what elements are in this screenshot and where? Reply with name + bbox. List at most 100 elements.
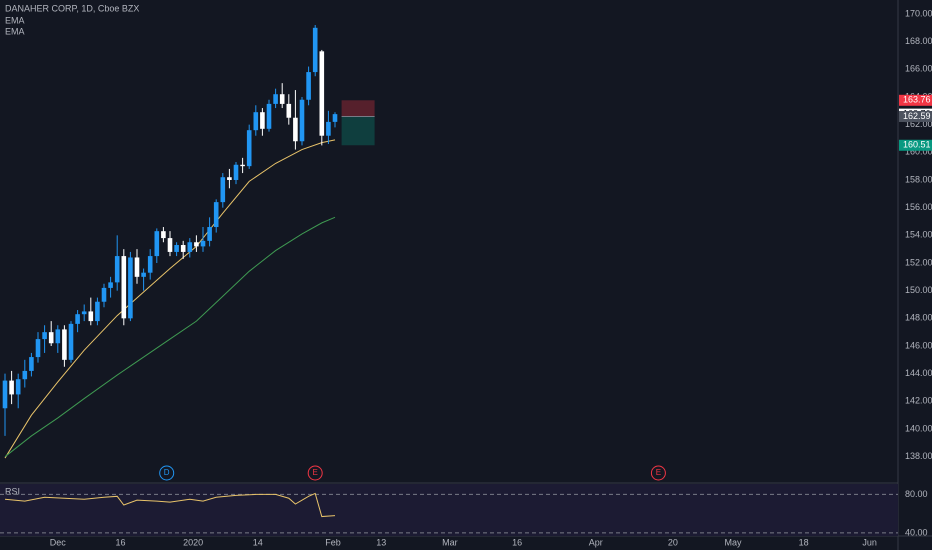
candle-body xyxy=(154,231,160,257)
y-tick-label: 140.00 xyxy=(905,423,932,433)
x-tick-label: 16 xyxy=(512,537,522,547)
price-tag-label: 162.59 xyxy=(903,111,931,121)
candle-body xyxy=(194,242,199,247)
candle-body xyxy=(207,227,212,241)
candle-body xyxy=(161,231,166,239)
x-tick-label: Dec xyxy=(50,537,67,547)
event-marker xyxy=(159,465,175,481)
candle-body xyxy=(68,323,74,360)
candle-body xyxy=(213,202,219,228)
rsi-line xyxy=(4,492,336,518)
candle-body xyxy=(141,272,146,277)
legend-entry: EMA xyxy=(5,26,25,36)
y-tick-label: 144.00 xyxy=(905,368,932,378)
x-tick-label: 14 xyxy=(253,537,263,547)
price-tag-label: 160.51 xyxy=(903,140,931,150)
candle-body xyxy=(75,314,80,324)
candle-body xyxy=(253,112,259,131)
candle-body xyxy=(312,27,318,73)
candle-body xyxy=(332,114,338,122)
event-marker xyxy=(650,465,666,481)
target-zone xyxy=(341,116,375,146)
x-tick-label: Jun xyxy=(862,537,877,547)
legend-entry: EMA xyxy=(5,15,25,25)
candle-body xyxy=(108,282,113,288)
candle-body xyxy=(306,72,311,100)
candle-body xyxy=(55,329,61,344)
candle-body xyxy=(29,357,34,371)
candle-body xyxy=(220,177,226,203)
candle-body xyxy=(35,339,41,358)
candle-body xyxy=(101,287,107,302)
candle-body xyxy=(227,177,232,180)
candle-body xyxy=(233,164,239,180)
candle-body xyxy=(319,51,325,136)
candle-body xyxy=(266,103,272,129)
y-tick-label: 168.00 xyxy=(905,36,932,46)
candle-body xyxy=(174,245,179,252)
y-tick-label: 148.00 xyxy=(905,313,932,323)
candle-body xyxy=(128,257,133,319)
y-tick-label: 166.00 xyxy=(905,64,932,74)
event-marker xyxy=(307,465,323,481)
event-label: E xyxy=(656,468,661,477)
y-tick-label: 146.00 xyxy=(905,340,932,350)
candle-body xyxy=(48,332,54,344)
candle-body xyxy=(187,242,193,252)
candle-body xyxy=(200,240,206,247)
candle-body xyxy=(286,103,292,118)
price-tag xyxy=(899,94,932,106)
candle-body xyxy=(260,112,265,129)
candle-body xyxy=(9,380,14,395)
candle-body xyxy=(15,379,21,395)
x-tick-label: Apr xyxy=(589,537,603,547)
candle-body xyxy=(147,256,153,273)
y-tick-label: 160.00 xyxy=(905,147,932,157)
x-tick-label: 20 xyxy=(668,537,678,547)
y-tick-label: 162.00 xyxy=(905,119,932,129)
ema-line xyxy=(4,216,336,458)
price-tag xyxy=(899,139,932,151)
y-tick-label: 156.00 xyxy=(905,202,932,212)
event-label: E xyxy=(313,468,318,477)
candle-body xyxy=(2,380,8,409)
chart-title: DANAHER CORP, 1D, Cboe BZX xyxy=(5,3,139,13)
candle-body xyxy=(95,301,100,322)
candle-body xyxy=(114,256,120,283)
event-label: D xyxy=(164,468,170,477)
x-tick-label: 2020 xyxy=(183,537,203,547)
candle-body xyxy=(167,238,173,252)
candle-body xyxy=(134,257,140,277)
y-tick-label: 154.00 xyxy=(905,230,932,240)
candle-body xyxy=(246,130,252,167)
candle-body xyxy=(326,121,331,136)
candle-body xyxy=(22,370,28,380)
candle-body xyxy=(42,332,47,340)
stop-zone xyxy=(341,100,375,117)
y-tick-label: 152.00 xyxy=(905,257,932,267)
candle-body xyxy=(293,117,298,142)
candle-body xyxy=(180,245,186,252)
x-tick-label: 18 xyxy=(799,537,809,547)
y-tick-label: 142.00 xyxy=(905,396,932,406)
y-tick-label: 138.00 xyxy=(905,451,932,461)
y-tick-label: 150.00 xyxy=(905,285,932,295)
candle-body xyxy=(240,164,245,167)
x-tick-label: May xyxy=(724,537,742,547)
candle-body xyxy=(62,329,67,360)
candle-body xyxy=(121,256,127,319)
price-tag-label: 163.76 xyxy=(903,95,931,105)
rsi-tick-label: 80.00 xyxy=(905,489,928,499)
x-tick-label: 13 xyxy=(376,537,386,547)
candle-body xyxy=(273,94,278,104)
rsi-background xyxy=(0,484,898,536)
candle-body xyxy=(299,99,305,142)
candle-body xyxy=(81,311,87,315)
x-tick-label: Mar xyxy=(442,537,458,547)
candle-body xyxy=(88,311,94,322)
y-tick-label: 170.00 xyxy=(905,8,932,18)
x-tick-label: 16 xyxy=(115,537,125,547)
x-tick-label: Feb xyxy=(325,537,341,547)
